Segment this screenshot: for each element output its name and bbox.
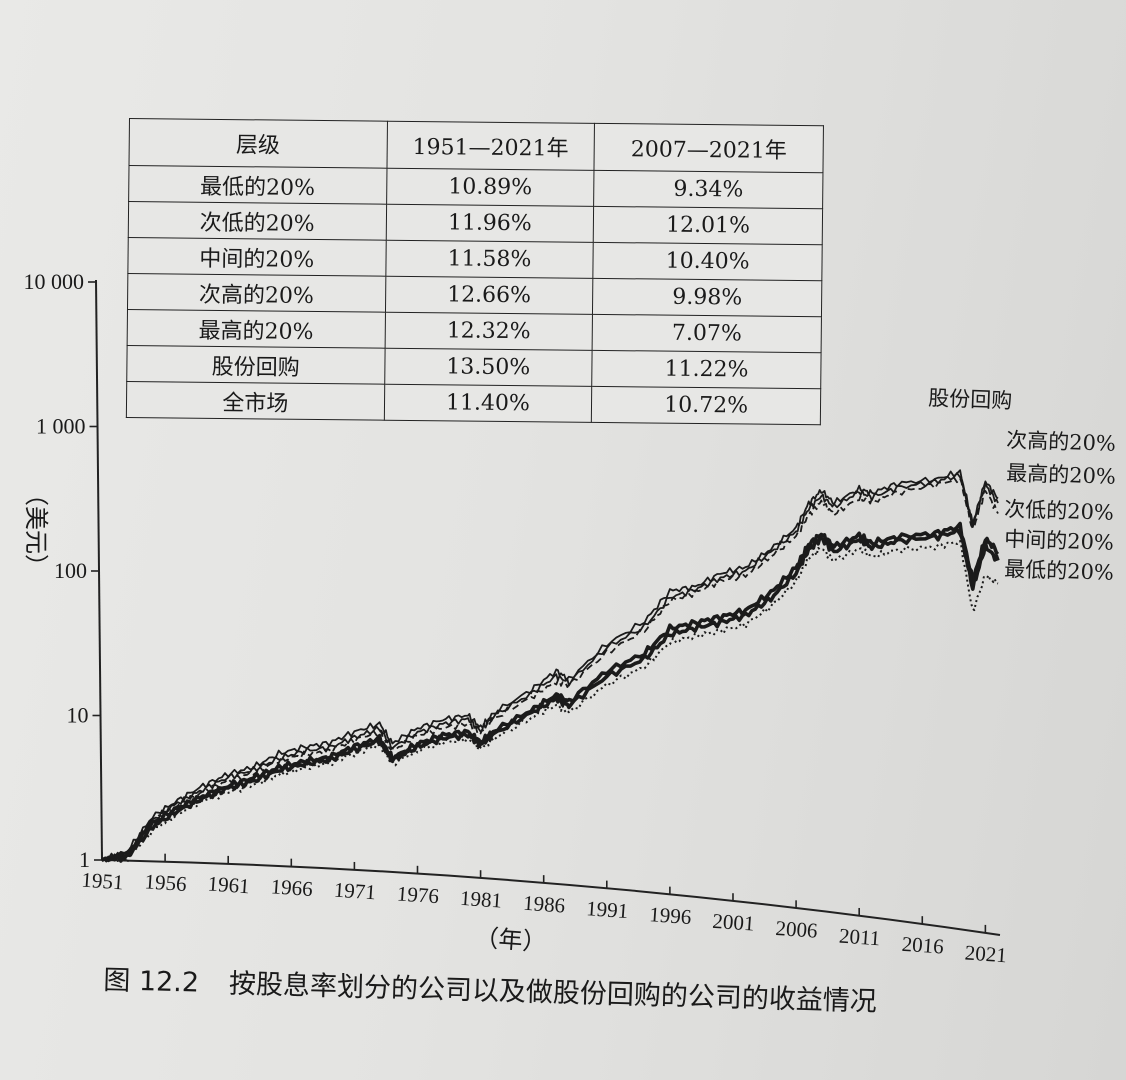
return-2007-2021: 11.22%: [591, 350, 822, 389]
series-line-3: [101, 476, 999, 861]
x-tick-label: 2006: [775, 916, 819, 943]
return-1951-2021: 12.66%: [385, 276, 594, 315]
y-axis-ticks: 1 10 100 1 000 10 000: [24, 269, 102, 872]
series-line-6: [101, 540, 999, 864]
x-tick-label: 1986: [522, 891, 566, 918]
return-2007-2021: 10.40%: [593, 242, 823, 281]
series-label: 股份回购: [928, 386, 1013, 413]
row-label: 次低的20%: [128, 201, 387, 241]
y-tick-label: 10: [67, 703, 89, 728]
return-1951-2021: 12.32%: [384, 312, 593, 351]
series-line-5: [101, 527, 1000, 863]
series-label: 次低的20%: [1004, 497, 1114, 525]
header-2007-2021: 2007—2021年: [594, 123, 824, 173]
row-label: 全市场: [126, 381, 385, 421]
series-line-1: [101, 469, 999, 861]
row-label: 次高的20%: [127, 273, 386, 313]
return-1951-2021: 10.89%: [386, 168, 595, 207]
x-tick-label: 2021: [964, 940, 1008, 967]
y-tick-label: 1: [79, 847, 90, 872]
series-line-2: [101, 472, 999, 861]
x-tick-label: 1966: [270, 874, 314, 901]
x-axis-line: [101, 859, 1001, 936]
table-row: 全市场 11.40% 10.72%: [126, 381, 821, 425]
return-2007-2021: 10.72%: [591, 386, 821, 425]
x-tick-label: 2011: [838, 924, 881, 951]
header-tier: 层级: [129, 118, 388, 169]
return-1951-2021: 11.40%: [383, 384, 592, 423]
x-tick-label: 2016: [901, 932, 945, 959]
header-1951-2021: 1951—2021年: [386, 121, 595, 171]
row-label: 中间的20%: [127, 237, 386, 277]
series-label: 最低的20%: [1004, 557, 1114, 585]
return-1951-2021: 11.58%: [385, 240, 594, 279]
row-label: 最高的20%: [127, 309, 386, 349]
y-axis-title: （美元）: [22, 482, 50, 578]
return-2007-2021: 7.07%: [592, 314, 822, 353]
row-label: 最低的20%: [128, 165, 387, 205]
y-tick-label: 1 000: [36, 414, 86, 439]
x-tick-label: 1991: [585, 896, 629, 923]
x-tick-label: 2001: [712, 909, 756, 936]
x-axis-ticks: 1951 1956 1961 1966 1971 1976 1981 1986 1991 1996…: [81, 852, 1008, 967]
row-label: 股份回购: [126, 345, 385, 385]
return-2007-2021: 9.98%: [592, 278, 822, 317]
return-2007-2021: 12.01%: [593, 206, 823, 245]
x-tick-label: 1996: [649, 902, 693, 929]
series-label: 最高的20%: [1006, 461, 1116, 489]
returns-table: 层级 1951—2021年 2007—2021年 最低的20% 10.89% 9.3…: [125, 118, 824, 426]
y-axis-line: [95, 279, 103, 861]
series-lines: [101, 469, 1000, 864]
x-axis-title: （年）: [474, 924, 548, 957]
x-tick-label: 1961: [207, 871, 251, 898]
return-1951-2021: 13.50%: [384, 348, 593, 387]
x-tick-label: 1976: [396, 881, 440, 908]
x-tick-label: 1971: [333, 878, 377, 905]
x-tick-label: 1956: [144, 869, 188, 896]
series-label: 次高的20%: [1006, 428, 1116, 456]
series-line-4: [101, 521, 1000, 862]
y-tick-label: 10 000: [24, 269, 85, 294]
y-tick-label: 100: [54, 558, 87, 583]
return-1951-2021: 11.96%: [385, 204, 594, 243]
series-label: 中间的20%: [1004, 527, 1114, 555]
table-header-row: 层级 1951—2021年 2007—2021年: [129, 118, 824, 173]
figure-number: 图 12.2: [102, 964, 200, 999]
return-2007-2021: 9.34%: [593, 170, 823, 209]
x-tick-label: 1981: [459, 886, 503, 913]
x-tick-label: 1951: [81, 868, 125, 895]
